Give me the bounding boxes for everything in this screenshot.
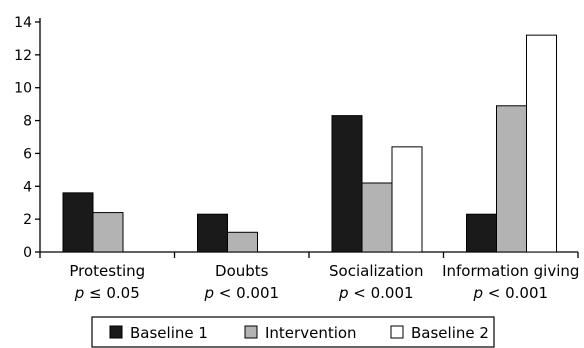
- legend-label: Baseline 1: [130, 324, 208, 342]
- bar: [466, 213, 497, 253]
- p-relation: < 0.001: [353, 284, 413, 302]
- y-tick-label: 10: [14, 81, 32, 97]
- y-tick-label: 12: [14, 48, 32, 64]
- bar: [391, 146, 423, 253]
- p-value-label: p < 0.001: [338, 284, 414, 302]
- category-label: Information giving: [442, 262, 579, 280]
- legend-swatch: [244, 325, 258, 339]
- p-relation: < 0.001: [219, 284, 279, 302]
- category-label: Protesting: [69, 262, 145, 280]
- category-label: Socialization: [329, 262, 423, 280]
- category-label: Doubts: [215, 262, 269, 280]
- legend-swatch: [109, 325, 123, 339]
- bar: [361, 182, 393, 253]
- bar: [227, 231, 258, 253]
- bar: [331, 115, 363, 253]
- bar: [526, 34, 557, 253]
- p-value-label: p ≤ 0.05: [74, 284, 140, 302]
- legend-box: [91, 316, 495, 348]
- legend-swatch: [390, 325, 404, 339]
- p-symbol: p: [338, 284, 353, 302]
- legend-label: Baseline 2: [411, 324, 489, 342]
- y-tick-label: 8: [23, 114, 32, 130]
- y-tick-label: 4: [23, 179, 32, 195]
- bar: [197, 213, 228, 253]
- y-tick-label: 14: [14, 15, 32, 31]
- legend: Baseline 1 Intervention Baseline 2: [91, 316, 495, 348]
- bars: [62, 34, 557, 253]
- y-axis: 0 2 4 6 8 10 12 14: [14, 15, 41, 261]
- category-labels: Protesting p ≤ 0.05 Doubts p < 0.001 Sociali…: [69, 262, 579, 302]
- y-tick-label: 6: [23, 146, 32, 162]
- p-value-label: p < 0.001: [472, 284, 548, 302]
- p-symbol: p: [472, 284, 487, 302]
- bar: [92, 212, 124, 253]
- y-tick-label: 2: [23, 212, 32, 228]
- p-relation: ≤ 0.05: [89, 284, 140, 302]
- p-symbol: p: [74, 284, 89, 302]
- p-relation: < 0.001: [488, 284, 548, 302]
- bar: [62, 192, 94, 253]
- x-axis: [39, 251, 579, 258]
- bar: [496, 105, 527, 253]
- p-value-label: p < 0.001: [203, 284, 279, 302]
- y-tick-label: 0: [23, 245, 32, 261]
- legend-label: Intervention: [265, 324, 357, 342]
- p-symbol: p: [203, 284, 218, 302]
